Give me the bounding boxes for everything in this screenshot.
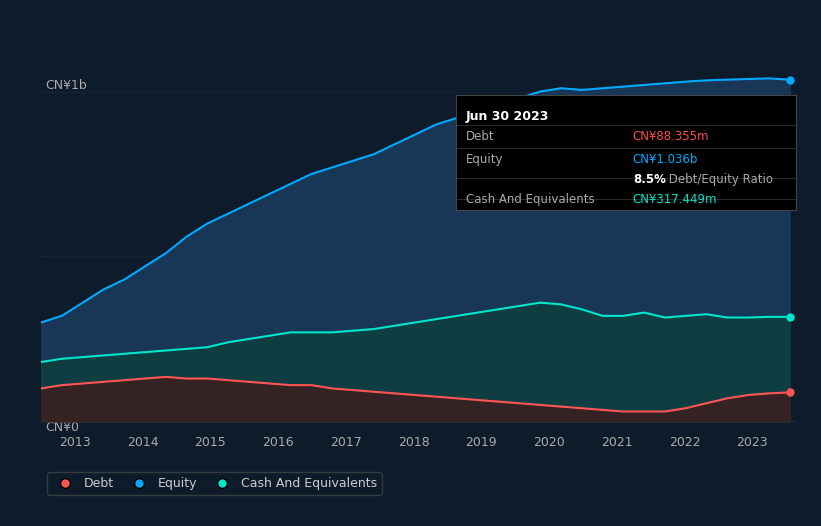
Text: CN¥1.036b: CN¥1.036b: [633, 153, 698, 166]
Text: Debt/Equity Ratio: Debt/Equity Ratio: [665, 173, 773, 186]
Text: CN¥88.355m: CN¥88.355m: [633, 130, 709, 143]
Text: Equity: Equity: [466, 153, 503, 166]
Text: Jun 30 2023: Jun 30 2023: [466, 110, 549, 123]
Legend: Debt, Equity, Cash And Equivalents: Debt, Equity, Cash And Equivalents: [48, 472, 382, 495]
Text: CN¥1b: CN¥1b: [45, 78, 86, 92]
Text: Debt: Debt: [466, 130, 494, 143]
Text: 8.5%: 8.5%: [633, 173, 666, 186]
Text: CN¥317.449m: CN¥317.449m: [633, 194, 718, 207]
Text: Cash And Equivalents: Cash And Equivalents: [466, 194, 594, 207]
Text: CN¥0: CN¥0: [45, 421, 79, 434]
